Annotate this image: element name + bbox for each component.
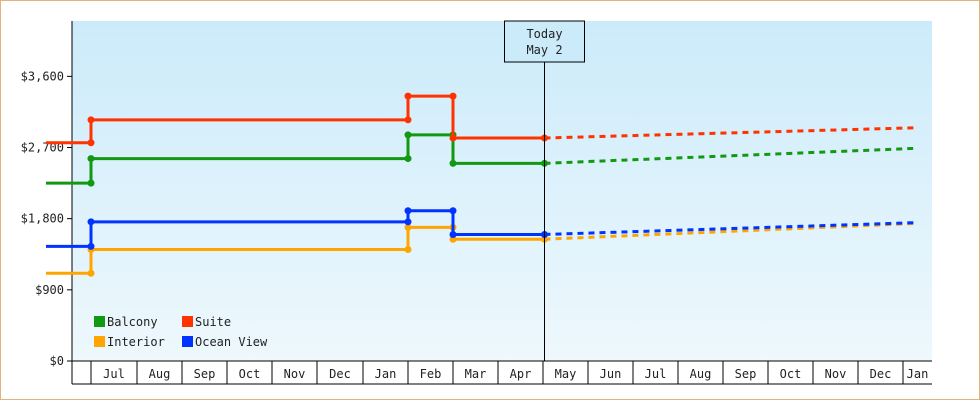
today-date: May 2 xyxy=(526,43,562,57)
legend-label: Balcony xyxy=(107,315,158,329)
data-point[interactable] xyxy=(449,159,457,167)
data-point[interactable] xyxy=(404,218,412,226)
x-tick-label: Nov xyxy=(284,367,306,381)
data-point[interactable] xyxy=(87,269,95,277)
x-tick-label: Jul xyxy=(103,367,125,381)
x-tick-label: Feb xyxy=(420,367,442,381)
data-point[interactable] xyxy=(404,92,412,100)
legend-swatch xyxy=(182,336,193,347)
data-point[interactable] xyxy=(404,131,412,139)
x-tick-label: May xyxy=(555,367,577,381)
data-point[interactable] xyxy=(87,242,95,250)
legend-swatch xyxy=(182,316,193,327)
legend-item[interactable]: Ocean View xyxy=(182,335,268,349)
legend-swatch xyxy=(94,316,105,327)
legend-label: Suite xyxy=(195,315,231,329)
data-point[interactable] xyxy=(449,207,457,215)
x-tick-label: Sep xyxy=(194,367,216,381)
data-point[interactable] xyxy=(404,155,412,163)
x-tick-label: Jun xyxy=(600,367,622,381)
series-line xyxy=(46,94,545,145)
series-ocean-view xyxy=(46,207,917,250)
series-line xyxy=(46,133,545,185)
series-suite xyxy=(46,92,917,147)
x-tick-label: Dec xyxy=(870,367,892,381)
data-point[interactable] xyxy=(404,207,412,215)
forecast-line xyxy=(544,126,917,140)
today-label: Today xyxy=(526,27,562,41)
x-tick-label: Apr xyxy=(510,367,532,381)
x-tick-label: Dec xyxy=(329,367,351,381)
y-tick-label: $900 xyxy=(35,283,64,297)
x-tick-label: Oct xyxy=(780,367,802,381)
x-tick-label: Jan xyxy=(907,367,929,381)
data-point[interactable] xyxy=(87,155,95,163)
data-point[interactable] xyxy=(87,116,95,124)
legend-label: Ocean View xyxy=(195,335,268,349)
x-tick-label: Oct xyxy=(239,367,261,381)
x-tick-label: Mar xyxy=(465,367,487,381)
x-tick-label: Aug xyxy=(149,367,171,381)
x-tick-label: Aug xyxy=(690,367,712,381)
legend-label: Interior xyxy=(107,335,165,349)
x-tick-label: Nov xyxy=(825,367,847,381)
data-point[interactable] xyxy=(87,139,95,147)
data-point[interactable] xyxy=(449,92,457,100)
legend-item[interactable]: Balcony xyxy=(94,315,158,329)
y-tick-label: $3,600 xyxy=(21,69,64,83)
legend-item[interactable]: Interior xyxy=(94,335,165,349)
x-tick-label: Sep xyxy=(735,367,757,381)
data-point[interactable] xyxy=(449,230,457,238)
data-point[interactable] xyxy=(404,223,412,231)
plot-area xyxy=(72,21,932,361)
forecast-line xyxy=(544,146,917,165)
y-tick-label: $0 xyxy=(50,354,64,368)
y-tick-label: $1,800 xyxy=(21,212,64,226)
data-point[interactable] xyxy=(87,179,95,187)
series-line xyxy=(46,209,545,248)
data-point[interactable] xyxy=(404,116,412,124)
x-tick-label: Jul xyxy=(645,367,667,381)
legend-swatch xyxy=(94,336,105,347)
legend-item[interactable]: Suite xyxy=(182,315,231,329)
data-point[interactable] xyxy=(449,134,457,142)
today-box xyxy=(504,20,585,63)
data-point[interactable] xyxy=(87,218,95,226)
forecast-line xyxy=(544,221,917,236)
data-point[interactable] xyxy=(404,246,412,254)
x-tick-label: Jan xyxy=(375,367,397,381)
